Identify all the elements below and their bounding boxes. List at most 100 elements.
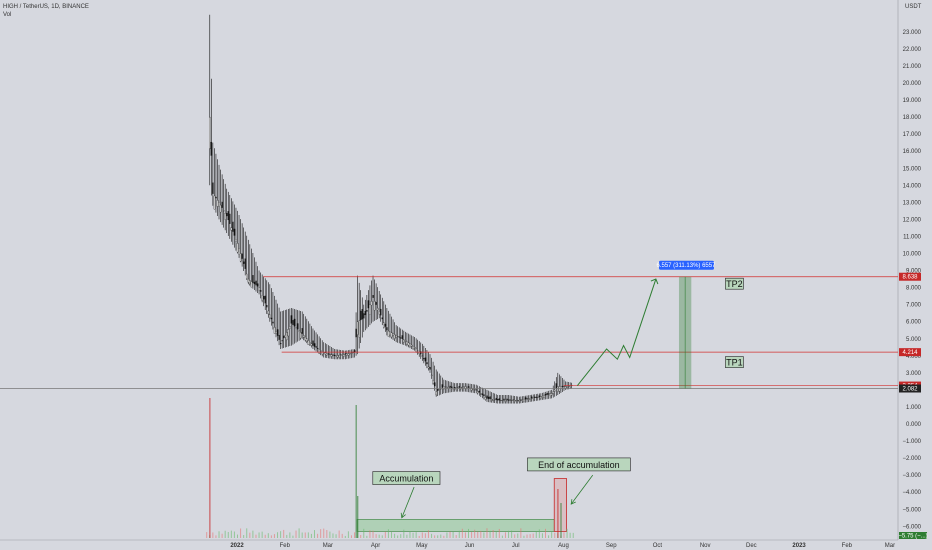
volume-spike <box>209 398 211 538</box>
price-tick-label: 14.000 <box>903 183 922 189</box>
candle-body <box>292 320 294 326</box>
candle-body <box>543 395 545 398</box>
volume-bar <box>545 528 546 538</box>
volume-bar <box>541 533 543 538</box>
candle-body <box>498 398 501 401</box>
volume-bar <box>323 528 325 538</box>
volume-bar <box>366 535 368 538</box>
price-tick-label: −2.000 <box>902 456 921 462</box>
candle-body <box>355 328 357 338</box>
annotation-arrowhead <box>570 499 576 505</box>
price-tick-label: 6.000 <box>906 320 922 326</box>
volume-bar <box>452 531 454 538</box>
candle-body <box>249 280 251 285</box>
volume-bar <box>511 530 513 538</box>
price-tick-label: 21.000 <box>903 64 922 70</box>
time-tick-label: Sep <box>606 543 617 549</box>
volume-bar <box>298 528 300 538</box>
candle-body <box>259 290 262 292</box>
volume-spike <box>557 489 559 538</box>
candle-body <box>383 322 385 328</box>
volume-bar <box>320 529 322 538</box>
volume-bar <box>230 530 232 538</box>
candle-body <box>270 317 273 320</box>
candle-body <box>506 398 508 401</box>
candle-body <box>517 399 519 401</box>
volume-bar <box>237 534 238 538</box>
candle-body <box>481 393 484 395</box>
time-tick-label: Feb <box>842 543 853 549</box>
candle-body <box>520 399 522 401</box>
target-label-text: TP1 <box>726 358 743 368</box>
candle-body <box>361 309 363 320</box>
candle-body <box>283 335 285 339</box>
volume-bar <box>474 529 476 538</box>
candle-body <box>241 253 243 259</box>
candle-body <box>358 320 360 338</box>
candle-body <box>492 399 494 401</box>
volume-bar <box>520 528 522 538</box>
price-tick-label: 1.000 <box>906 405 922 411</box>
volume-bar <box>498 528 500 538</box>
volume-bar <box>406 534 408 538</box>
volume-bar <box>249 532 251 538</box>
volume-bar <box>378 534 380 538</box>
candle-body <box>335 355 337 357</box>
price-tick-label: 17.000 <box>903 132 922 138</box>
volume-bar <box>569 532 571 538</box>
price-tick-label: −5.000 <box>902 507 921 513</box>
candle-body <box>490 399 493 401</box>
volume-bar <box>455 535 457 538</box>
candle-body <box>360 310 362 321</box>
candle-body <box>429 367 431 370</box>
candle-body <box>521 399 524 401</box>
price-tick-label: 9.000 <box>906 269 922 275</box>
time-tick-label: 2023 <box>792 543 806 549</box>
volume-bar <box>526 534 528 538</box>
candle-body <box>356 321 359 335</box>
price-tick-label: 18.000 <box>903 115 922 121</box>
target-label-text: TP2 <box>726 279 743 289</box>
candle-body <box>326 353 328 356</box>
candle-body <box>367 300 370 309</box>
price-axis: USDT 23.000 22.000 21.000 20.000 19.000 18.000… <box>897 0 922 540</box>
candle-body <box>258 287 260 291</box>
volume-bar <box>437 535 439 538</box>
candle-body <box>216 200 219 207</box>
candle-body <box>309 342 311 344</box>
price-tick-label: 3.000 <box>906 371 922 377</box>
candle-body <box>273 327 276 334</box>
volume-bar <box>504 532 506 538</box>
volume-bar <box>221 533 223 538</box>
candle-body <box>272 321 274 324</box>
candle-body <box>341 354 343 356</box>
candle-body <box>284 334 286 338</box>
volume-bar <box>492 529 494 538</box>
volume-bar <box>317 533 319 538</box>
candle-body <box>392 333 394 336</box>
volume-bar <box>489 530 491 538</box>
candle-body <box>504 399 507 402</box>
volume-bar <box>400 534 402 538</box>
candle-body <box>538 395 541 398</box>
accumulation-zone <box>356 519 555 532</box>
candle-body <box>424 357 427 362</box>
volume-bar <box>412 532 414 538</box>
candle-body <box>427 366 430 369</box>
volume-bar <box>215 535 217 538</box>
candle-body <box>526 398 528 400</box>
price-tag-text: 8.638 <box>902 275 918 281</box>
volume-bar <box>369 530 371 538</box>
candle-body <box>552 391 554 394</box>
candle-body <box>529 398 531 400</box>
candle-body <box>210 141 213 156</box>
price-tick-label: 5.000 <box>906 337 922 343</box>
candle-body <box>540 396 542 399</box>
candle-body <box>263 296 265 300</box>
candle-body <box>474 389 476 391</box>
price-tick-label: 13.000 <box>903 200 922 206</box>
candle-body <box>246 273 248 280</box>
candle-body <box>221 201 223 208</box>
volume-bar <box>372 530 374 538</box>
